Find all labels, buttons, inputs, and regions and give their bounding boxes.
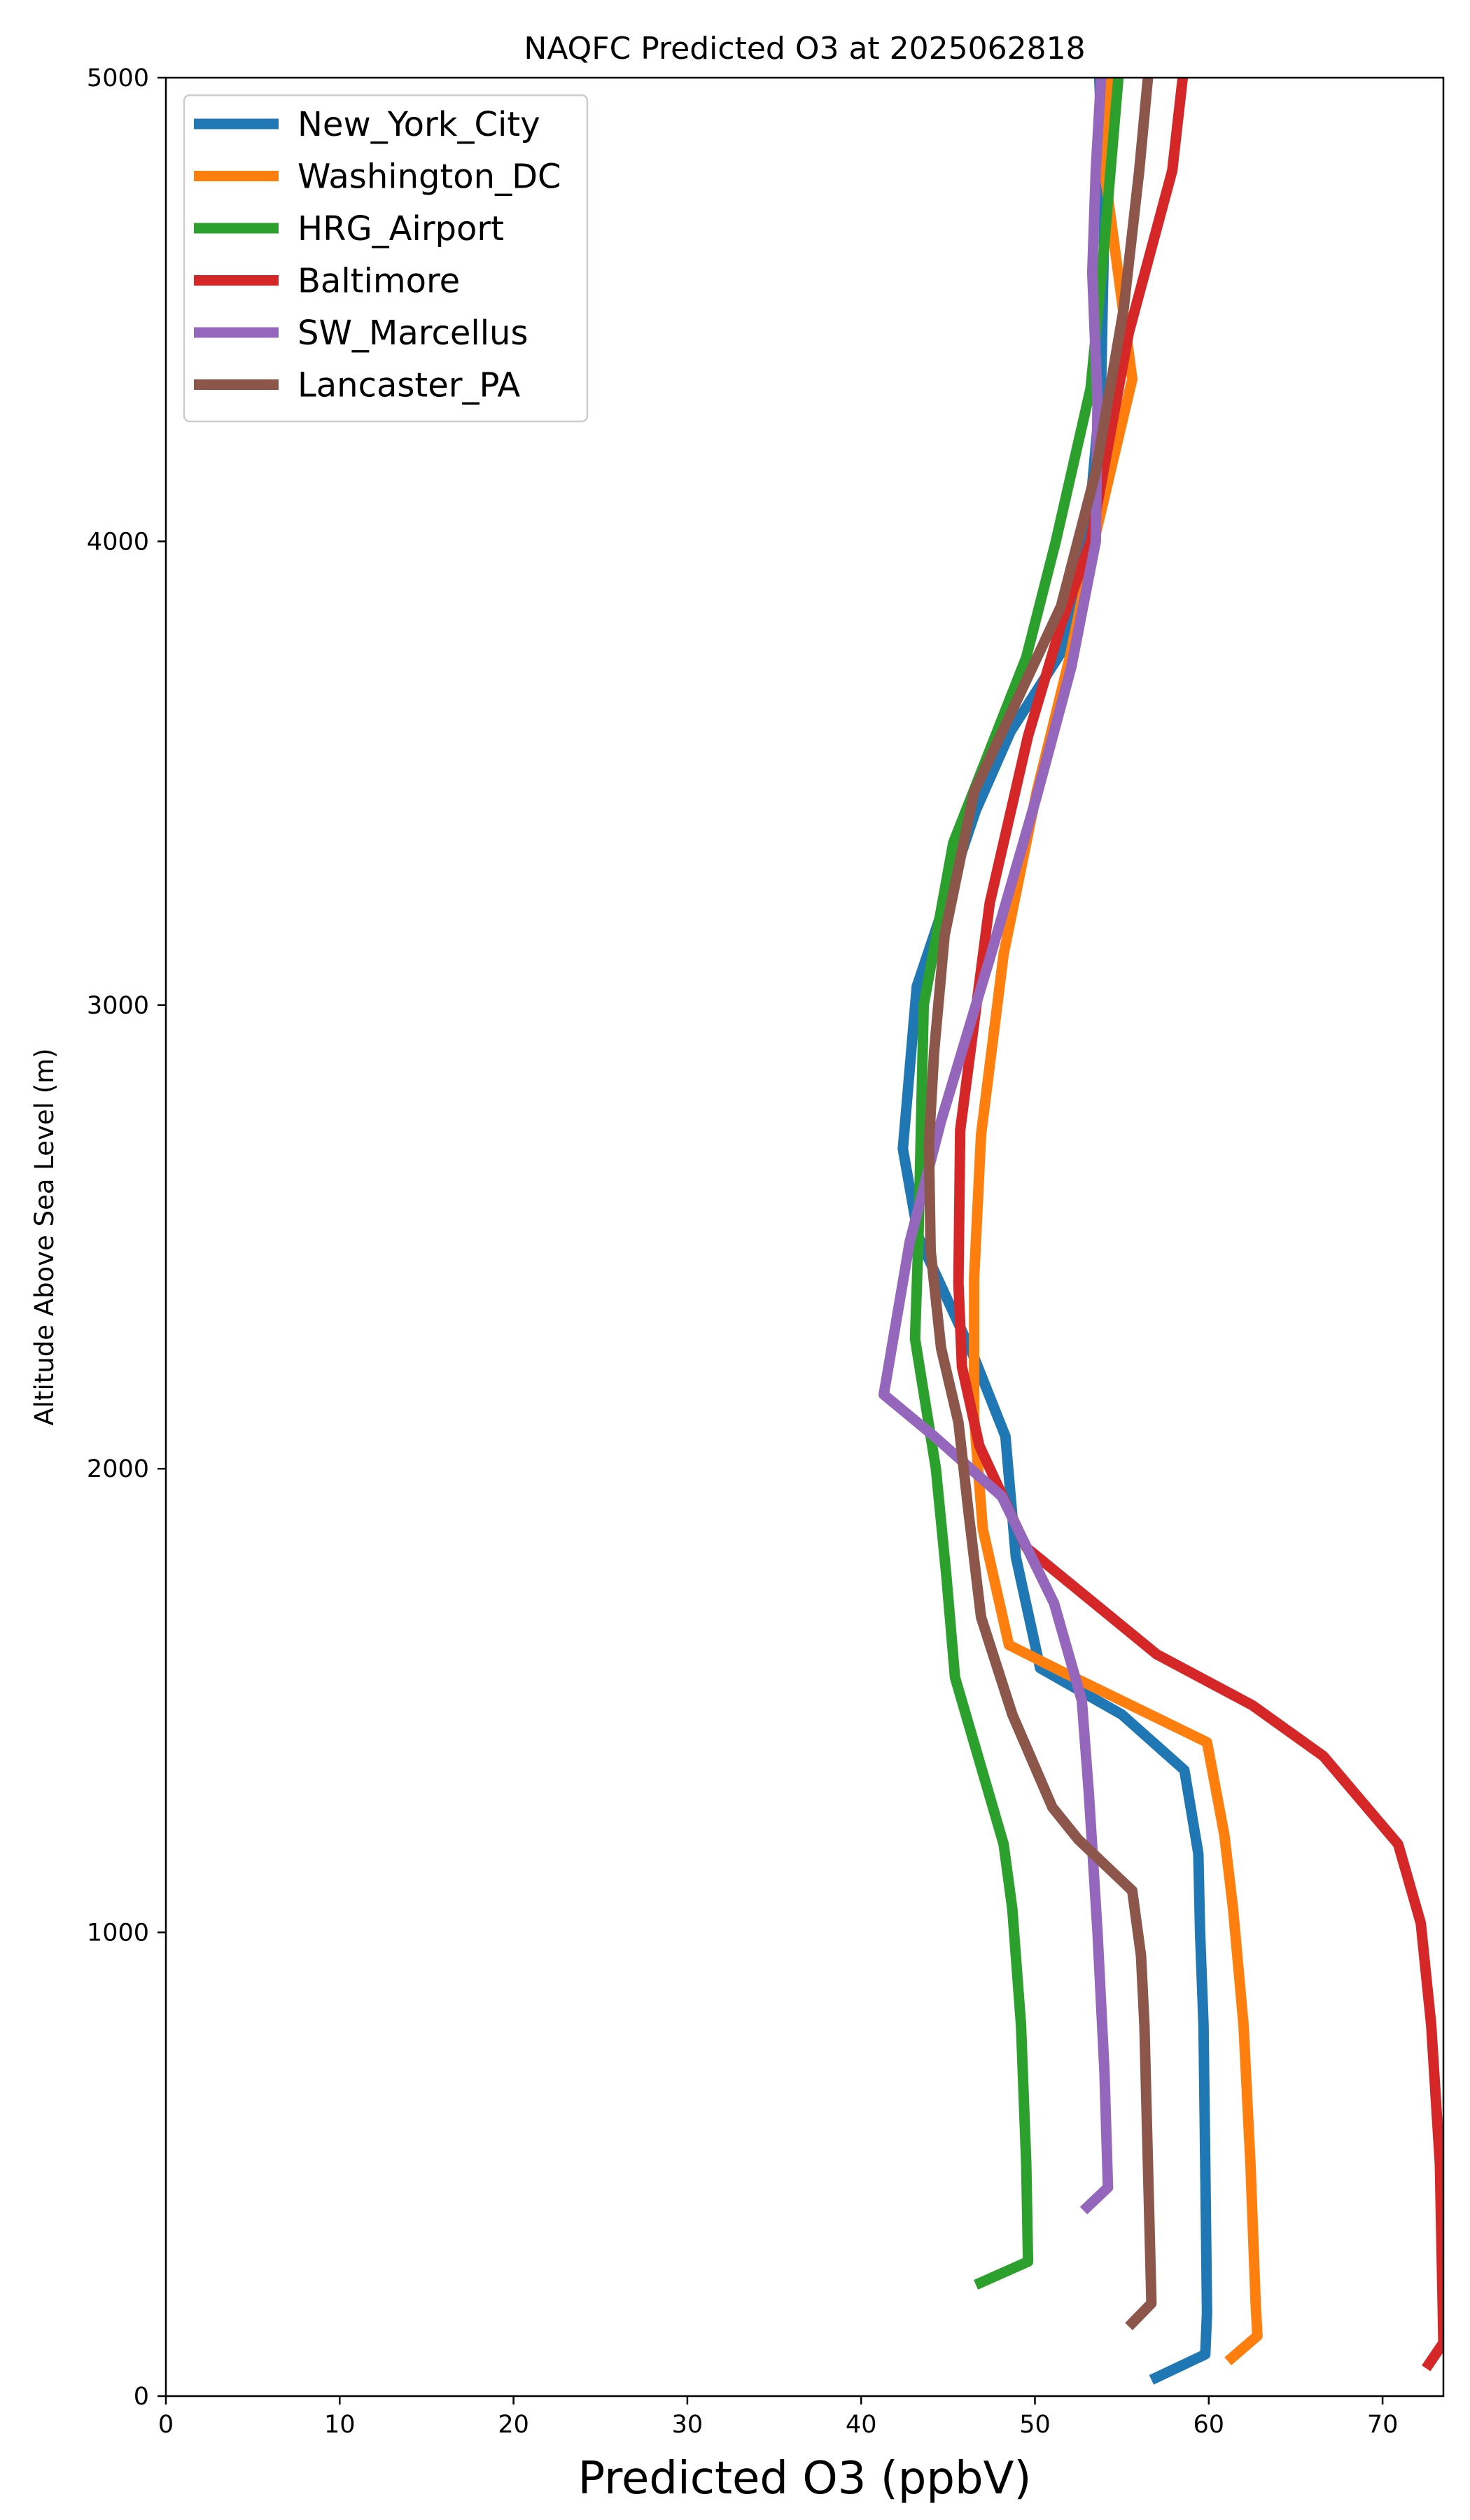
plot-frame xyxy=(164,76,1445,2398)
y-tick-label: 1000 xyxy=(87,1919,149,1947)
x-tick-label: 60 xyxy=(1194,2411,1225,2439)
series-layer xyxy=(878,78,1443,2385)
y-tick-label: 4000 xyxy=(87,528,149,556)
y-tick-label: 2000 xyxy=(87,1455,149,1483)
x-tick-label: 10 xyxy=(324,2411,356,2439)
series-line-5 xyxy=(923,78,1157,2330)
series-line-4 xyxy=(878,78,1114,2215)
legend-box xyxy=(183,94,589,423)
x-tick-label: 0 xyxy=(158,2411,174,2439)
legend-label: Washington_DC xyxy=(298,158,561,197)
y-tick-label: 5000 xyxy=(87,64,149,92)
y-axis-label: Altitude Above Sea Level (m) xyxy=(29,1048,59,1425)
x-axis-ticks: 0 10 20 30 40 50 60 70 xyxy=(158,2396,1399,2439)
chart-title: NAQFC Predicted O3 at 2025062818 xyxy=(524,31,1085,66)
x-tick-label: 50 xyxy=(1019,2411,1051,2439)
legend-label: Baltimore xyxy=(298,262,460,301)
x-axis-label: Predicted O3 (ppbV) xyxy=(578,2453,1032,2505)
y-axis-ticks: 0 1000 2000 3000 4000 5000 xyxy=(87,64,166,2411)
legend-label: Lancaster_PA xyxy=(298,366,520,405)
legend-label: HRG_Airport xyxy=(298,209,504,248)
series-line-3 xyxy=(953,78,1443,2372)
legend-label: SW_Marcellus xyxy=(298,314,528,353)
y-tick-label: 3000 xyxy=(87,992,149,1020)
x-tick-label: 20 xyxy=(498,2411,529,2439)
y-tick-label: 0 xyxy=(134,2383,149,2411)
legend-label: New_York_City xyxy=(298,105,540,144)
x-tick-label: 40 xyxy=(846,2411,877,2439)
x-tick-label: 70 xyxy=(1367,2411,1399,2439)
x-tick-label: 30 xyxy=(672,2411,704,2439)
legend: New_York_City Washington_DC HRG_Airport Bal… xyxy=(183,94,589,423)
series-line-2 xyxy=(909,78,1124,2290)
